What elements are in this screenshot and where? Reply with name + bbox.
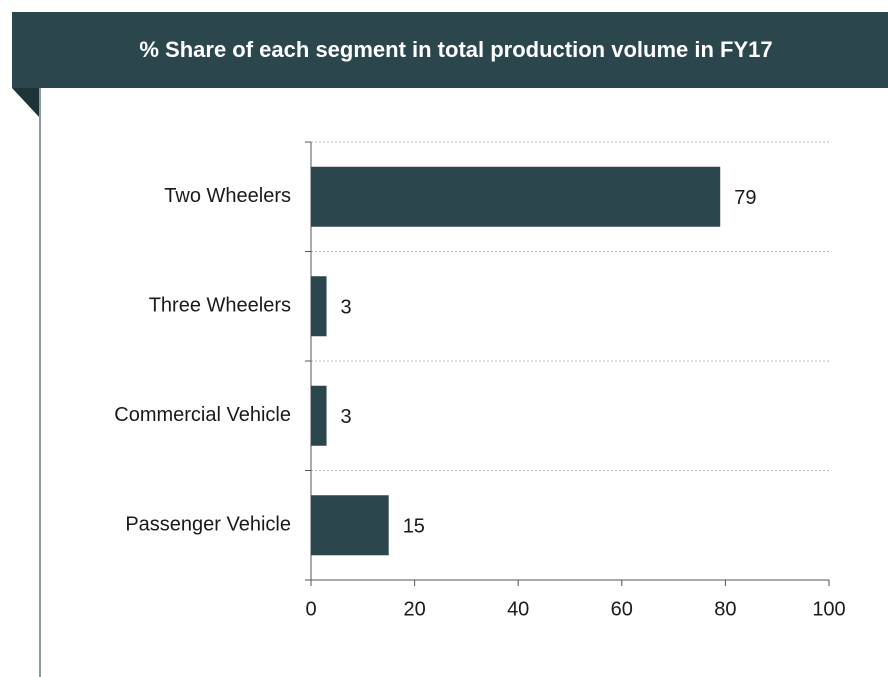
y-tick-label: Commercial Vehicle	[114, 404, 291, 426]
title-banner	[12, 12, 888, 88]
x-tick-label: 60	[611, 598, 633, 620]
x-tick-label: 20	[403, 598, 425, 620]
value-label: 15	[403, 516, 425, 538]
bar	[311, 166, 721, 227]
value-label: 3	[341, 297, 352, 319]
y-tick-label: Passenger Vehicle	[125, 514, 291, 536]
x-tick-label: 100	[812, 598, 845, 620]
banner-fold	[12, 88, 40, 118]
y-tick-label: Three Wheelers	[149, 295, 291, 317]
x-tick-label: 0	[305, 598, 316, 620]
value-label: 3	[341, 406, 352, 428]
x-tick-label: 80	[714, 598, 736, 620]
x-tick-label: 40	[507, 598, 529, 620]
bar	[311, 385, 327, 446]
bar	[311, 276, 327, 337]
value-label: 79	[734, 187, 756, 209]
chart-title: % Share of each segment in total product…	[139, 37, 772, 62]
y-tick-label: Two Wheelers	[164, 185, 291, 207]
bar	[311, 495, 389, 556]
